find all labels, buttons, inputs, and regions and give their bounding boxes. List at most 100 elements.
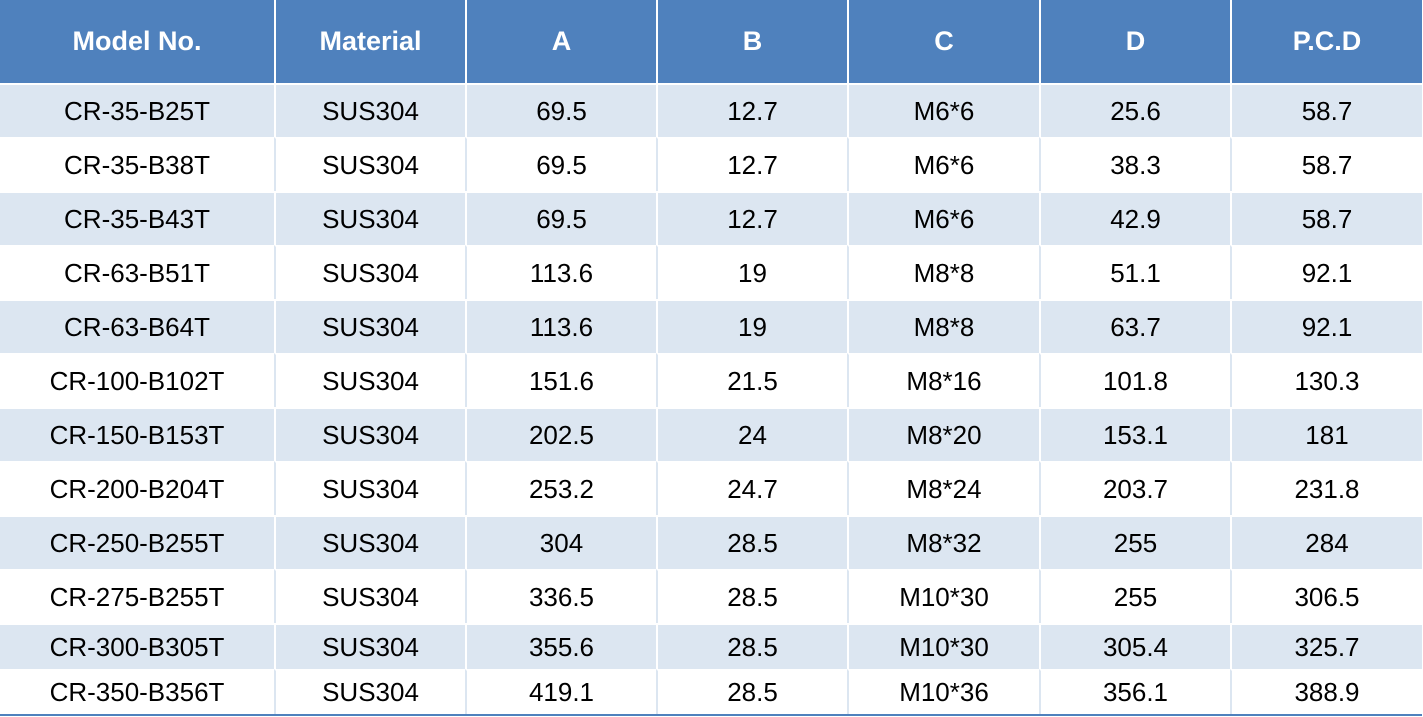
cell-model-no: CR-275-B255T [0,569,274,623]
table-row: CR-300-B305T SUS304 355.6 28.5 M10*30 305.4 32… [0,623,1422,669]
cell-model-no: CR-300-B305T [0,623,274,669]
cell-d: 255 [1039,569,1230,623]
cell-d: 63.7 [1039,299,1230,353]
cell-c: M8*16 [847,353,1039,407]
cell-model-no: CR-100-B102T [0,353,274,407]
cell-b: 21.5 [656,353,847,407]
cell-model-no: CR-150-B153T [0,407,274,461]
table-row: CR-350-B356T SUS304 419.1 28.5 M10*36 356.1 38… [0,669,1422,714]
cell-c: M10*30 [847,569,1039,623]
cell-model-no: CR-35-B25T [0,83,274,137]
cell-pcd: 306.5 [1230,569,1422,623]
cell-c: M6*6 [847,83,1039,137]
cell-material: SUS304 [274,83,465,137]
cell-c: M8*32 [847,515,1039,569]
cell-d: 101.8 [1039,353,1230,407]
cell-pcd: 58.7 [1230,137,1422,191]
cell-b: 19 [656,245,847,299]
cell-b: 12.7 [656,137,847,191]
cell-b: 28.5 [656,623,847,669]
cell-b: 12.7 [656,191,847,245]
cell-d: 203.7 [1039,461,1230,515]
cell-material: SUS304 [274,461,465,515]
cell-material: SUS304 [274,623,465,669]
cell-material: SUS304 [274,353,465,407]
cell-c: M10*30 [847,623,1039,669]
cell-pcd: 284 [1230,515,1422,569]
cell-model-no: CR-350-B356T [0,669,274,714]
cell-c: M8*8 [847,245,1039,299]
cell-c: M8*24 [847,461,1039,515]
header-pcd: P.C.D [1230,0,1422,83]
cell-material: SUS304 [274,407,465,461]
cell-material: SUS304 [274,569,465,623]
cell-a: 69.5 [465,191,656,245]
header-row: Model No. Material A B C D P.C.D [0,0,1422,83]
cell-b: 19 [656,299,847,353]
header-a: A [465,0,656,83]
header-b: B [656,0,847,83]
header-c: C [847,0,1039,83]
table-row: CR-63-B64T SUS304 113.6 19 M8*8 63.7 92.1 [0,299,1422,353]
table-row: CR-63-B51T SUS304 113.6 19 M8*8 51.1 92.1 [0,245,1422,299]
cell-pcd: 92.1 [1230,245,1422,299]
cell-b: 24.7 [656,461,847,515]
cell-pcd: 130.3 [1230,353,1422,407]
cell-d: 38.3 [1039,137,1230,191]
cell-d: 153.1 [1039,407,1230,461]
cell-material: SUS304 [274,669,465,714]
cell-d: 356.1 [1039,669,1230,714]
cell-pcd: 58.7 [1230,83,1422,137]
cell-b: 12.7 [656,83,847,137]
table-row: CR-100-B102T SUS304 151.6 21.5 M8*16 101.8 130… [0,353,1422,407]
table-row: CR-150-B153T SUS304 202.5 24 M8*20 153.1 181 [0,407,1422,461]
cell-b: 28.5 [656,569,847,623]
cell-model-no: CR-63-B51T [0,245,274,299]
cell-a: 336.5 [465,569,656,623]
cell-d: 255 [1039,515,1230,569]
cell-b: 28.5 [656,669,847,714]
cell-a: 202.5 [465,407,656,461]
cell-d: 305.4 [1039,623,1230,669]
header-model-no: Model No. [0,0,274,83]
cell-material: SUS304 [274,515,465,569]
cell-a: 69.5 [465,137,656,191]
cell-a: 113.6 [465,245,656,299]
cell-a: 69.5 [465,83,656,137]
cell-model-no: CR-250-B255T [0,515,274,569]
cell-c: M6*6 [847,137,1039,191]
table-header: Model No. Material A B C D P.C.D [0,0,1422,83]
cell-material: SUS304 [274,137,465,191]
cell-pcd: 231.8 [1230,461,1422,515]
cell-pcd: 181 [1230,407,1422,461]
header-d: D [1039,0,1230,83]
cell-model-no: CR-200-B204T [0,461,274,515]
table-row: CR-35-B25T SUS304 69.5 12.7 M6*6 25.6 58.7 [0,83,1422,137]
cell-a: 304 [465,515,656,569]
cell-a: 151.6 [465,353,656,407]
table-row: CR-275-B255T SUS304 336.5 28.5 M10*30 255 306.… [0,569,1422,623]
cell-pcd: 92.1 [1230,299,1422,353]
cell-d: 42.9 [1039,191,1230,245]
table-body: CR-35-B25T SUS304 69.5 12.7 M6*6 25.6 58.7 CR-3… [0,83,1422,714]
table-row: CR-250-B255T SUS304 304 28.5 M8*32 255 284 [0,515,1422,569]
cell-d: 25.6 [1039,83,1230,137]
cell-b: 28.5 [656,515,847,569]
cell-model-no: CR-35-B38T [0,137,274,191]
cell-pcd: 388.9 [1230,669,1422,714]
table-row: CR-35-B43T SUS304 69.5 12.7 M6*6 42.9 58.7 [0,191,1422,245]
cell-pcd: 58.7 [1230,191,1422,245]
table-row: CR-35-B38T SUS304 69.5 12.7 M6*6 38.3 58.7 [0,137,1422,191]
cell-c: M6*6 [847,191,1039,245]
cell-c: M10*36 [847,669,1039,714]
cell-d: 51.1 [1039,245,1230,299]
header-material: Material [274,0,465,83]
cell-material: SUS304 [274,299,465,353]
cell-material: SUS304 [274,245,465,299]
cell-pcd: 325.7 [1230,623,1422,669]
cell-b: 24 [656,407,847,461]
cell-a: 355.6 [465,623,656,669]
cell-model-no: CR-35-B43T [0,191,274,245]
